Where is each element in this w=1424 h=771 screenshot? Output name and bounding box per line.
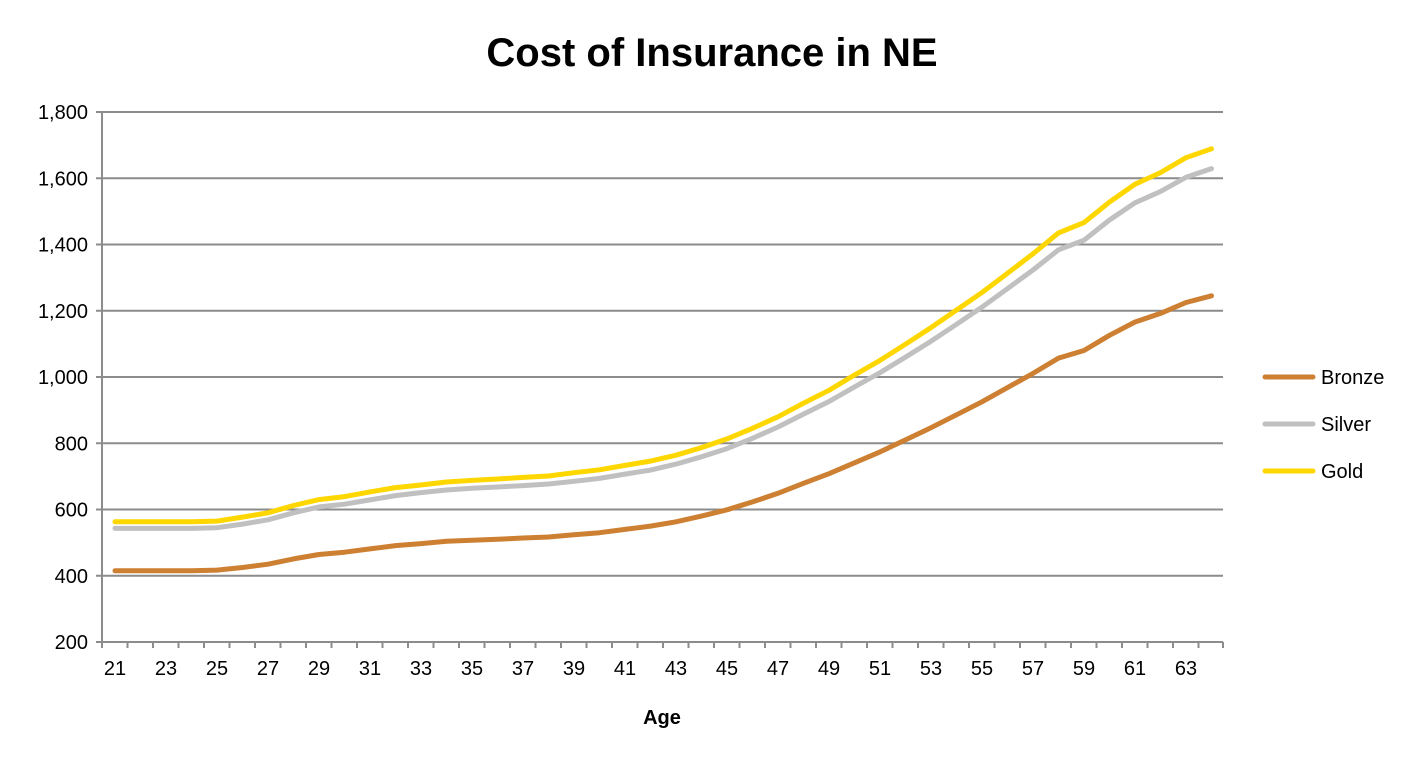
legend-label: Gold <box>1321 461 1363 483</box>
x-tick-label: 59 <box>1073 658 1095 680</box>
x-tick-label: 63 <box>1175 658 1197 680</box>
y-tick-label: 1,600 <box>38 168 88 190</box>
x-tick-label: 35 <box>461 658 483 680</box>
x-tick-label: 57 <box>1022 658 1044 680</box>
series-line-gold <box>112 146 1214 525</box>
y-tick-label: 1,800 <box>38 102 88 124</box>
y-tick-label: 200 <box>55 632 88 654</box>
x-tick-label: 39 <box>563 658 585 680</box>
legend-label: Bronze <box>1321 367 1384 389</box>
x-tick-label: 49 <box>818 658 840 680</box>
x-tick-label: 21 <box>104 658 126 680</box>
x-tick-label: 27 <box>257 658 279 680</box>
x-tick-label: 25 <box>206 658 228 680</box>
x-tick-label: 41 <box>614 658 636 680</box>
x-tick-label: 23 <box>155 658 177 680</box>
y-tick-label: 1,000 <box>38 367 88 389</box>
x-axis-label: Age <box>643 707 681 729</box>
y-tick-label: 1,400 <box>38 235 88 257</box>
x-tick-label: 61 <box>1124 658 1146 680</box>
y-tick-label: 600 <box>55 500 88 522</box>
series-line-silver <box>112 166 1214 531</box>
x-tick-label: 33 <box>410 658 432 680</box>
x-tick-label: 45 <box>716 658 738 680</box>
y-tick-label: 800 <box>55 433 88 455</box>
x-tick-label: 51 <box>869 658 891 680</box>
chart-title: Cost of Insurance in NE <box>486 31 937 75</box>
x-tick-label: 55 <box>971 658 993 680</box>
series-line-bronze <box>112 293 1214 574</box>
x-tick-label: 47 <box>767 658 789 680</box>
x-tick-label: 53 <box>920 658 942 680</box>
x-tick-label: 31 <box>359 658 381 680</box>
y-tick-label: 1,200 <box>38 301 88 323</box>
x-tick-label: 29 <box>308 658 330 680</box>
y-tick-label: 400 <box>55 566 88 588</box>
x-tick-label: 43 <box>665 658 687 680</box>
x-tick-label: 37 <box>512 658 534 680</box>
legend-label: Silver <box>1321 414 1371 436</box>
